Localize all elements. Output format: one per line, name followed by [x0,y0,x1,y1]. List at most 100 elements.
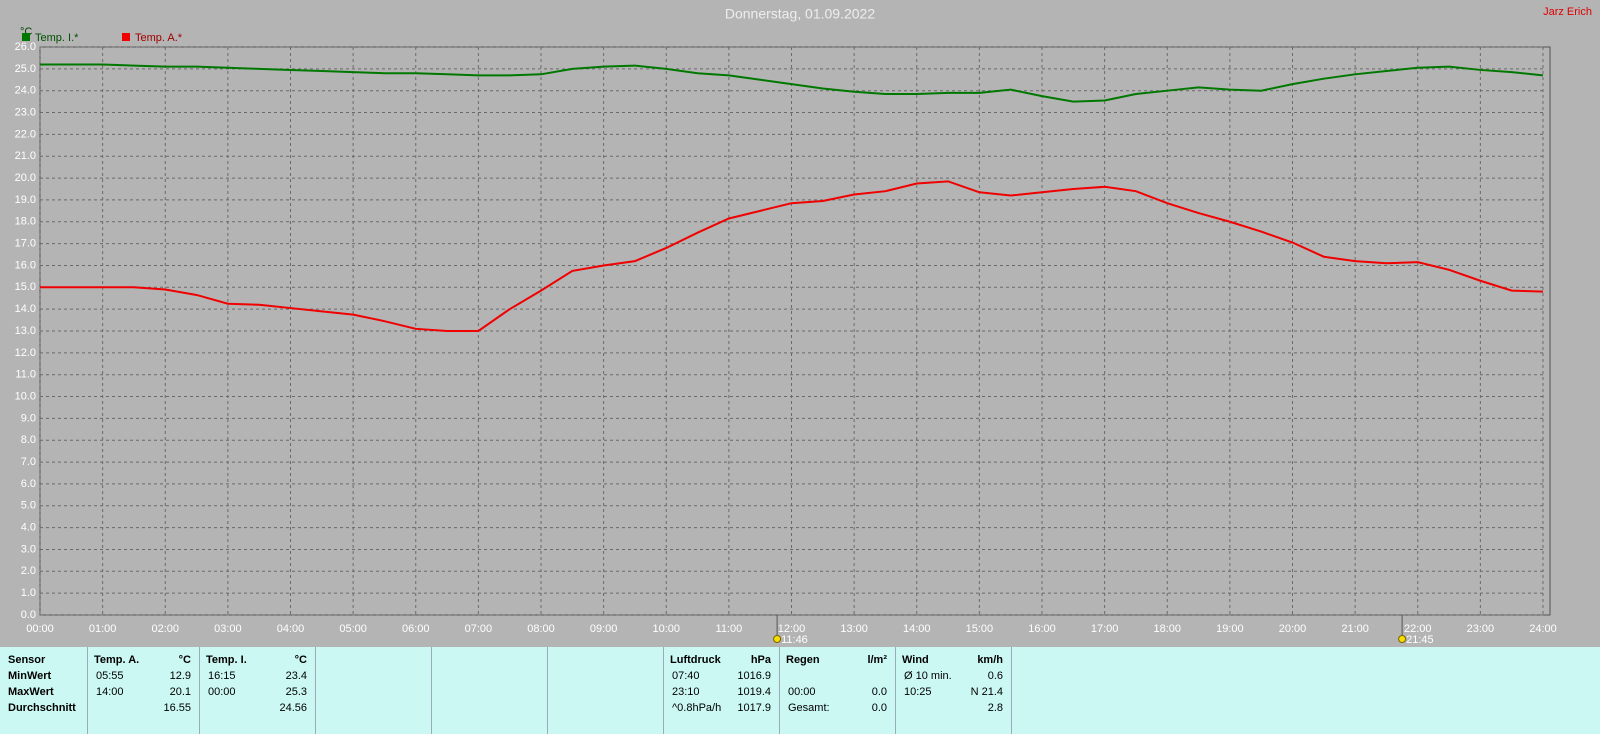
row-time: ^0.8hPa/h [672,702,722,714]
column-header: Regen [786,654,820,666]
x-tick-label: 06:00 [402,623,430,635]
x-tick-label: 18:00 [1153,623,1181,635]
series-line [40,180,1544,332]
y-tick-label: 22.0 [15,128,36,140]
chart-title: Donnerstag, 01.09.2022 [725,6,875,22]
row-value: 1019.4 [737,686,771,698]
y-tick-label: 23.0 [15,106,36,118]
x-tick-label: 07:00 [465,623,493,635]
sun-time: 11:46 [781,634,808,646]
table-column: Regen l/m² 00:00 0.0 Gesamt: 0.0 [780,647,896,734]
x-tick-label: 21:00 [1341,623,1369,635]
y-tick-label: 1.0 [21,587,36,599]
row-time: 14:00 [96,686,124,698]
row-value: 25.3 [285,686,307,698]
sun-icon [1398,635,1407,643]
y-tick-label: 15.0 [15,281,36,293]
column-unit: l/m² [867,654,887,666]
stats-table: Sensor MinWert MaxWert Durchschnitt Temp. A.… [0,647,1600,734]
row-time: 07:40 [672,670,700,682]
x-tick-label: 11:00 [716,623,743,635]
y-tick-label: 19.0 [15,194,36,206]
x-tick-label: 10:00 [652,623,680,635]
y-tick-label: 20.0 [15,172,36,184]
x-tick-label: 15:00 [966,623,994,635]
y-tick-label: 4.0 [21,522,36,534]
x-tick-label: 02:00 [151,623,179,635]
legend-swatch [22,33,30,41]
x-tick-label: 08:00 [527,623,555,635]
x-tick-label: 16:00 [1028,623,1056,635]
x-tick-label: 04:00 [277,623,305,635]
plot-frame [39,46,1551,616]
row-value: 0.0 [871,702,887,714]
y-tick-label: 11.0 [15,369,36,381]
table-column [432,647,548,734]
column-header: Temp. A. [94,654,140,666]
x-tick-label: 00:00 [26,623,54,635]
table-column: Temp. A. °C 05:55 12.9 14:00 20.1 16.55 [88,647,200,734]
y-tick-label: 21.0 [15,150,36,162]
legend-label: Temp. A.* [135,32,183,44]
table-column [316,647,432,734]
row-value: N 21.4 [970,686,1003,698]
row-label: Durchschnitt [8,702,76,714]
y-tick-label: 2.0 [21,565,36,577]
row-label: Sensor [8,654,46,666]
y-tick-label: 17.0 [15,238,36,250]
legend-swatch [122,33,130,41]
row-label: MinWert [8,670,52,682]
x-tick-label: 24:00 [1529,623,1557,635]
series-line [40,63,1544,103]
y-tick-label: 0.0 [21,609,36,621]
y-tick-label: 6.0 [21,478,36,490]
row-time: 00:00 [788,686,816,698]
column-unit: km/h [977,654,1003,666]
row-time: 10:25 [904,686,932,698]
row-label: MaxWert [8,686,54,698]
column-header: Temp. I. [206,654,247,666]
x-tick-label: 17:00 [1091,623,1119,635]
column-header: Luftdruck [670,654,721,666]
row-value: 1016.9 [737,670,771,682]
column-header: Wind [902,654,929,666]
x-tick-label: 13:00 [840,623,868,635]
y-tick-label: 18.0 [15,216,36,228]
x-tick-label: 03:00 [214,623,242,635]
table-column: Wind km/h Ø 10 min. 0.6 10:25 N 21.4 2.8 [896,647,1012,734]
sun-icon [773,635,782,643]
y-tick-label: 7.0 [21,456,36,468]
x-tick-label: 22:00 [1404,623,1432,635]
y-tick-label: 5.0 [21,500,36,512]
sun-time: 21:45 [1406,634,1434,646]
x-tick-label: 23:00 [1467,623,1495,635]
y-tick-label: 13.0 [15,325,36,337]
row-time: 00:00 [208,686,236,698]
y-tick-label: 24.0 [15,85,36,97]
row-value: 20.1 [169,686,191,698]
y-tick-label: 25.0 [15,63,36,75]
row-value: 16.55 [163,702,191,714]
row-value: 0.6 [987,670,1003,682]
y-tick-label: 9.0 [21,412,36,424]
x-tick-label: 20:00 [1279,623,1307,635]
column-unit: hPa [750,654,771,666]
table-column: Luftdruck hPa 07:40 1016.9 23:10 1019.4 ^0.8hP… [664,647,780,734]
y-tick-label: 16.0 [15,259,36,271]
row-value: 23.4 [285,670,307,682]
table-column [548,647,664,734]
y-tick-label: 8.0 [21,434,36,446]
column-unit: °C [178,654,191,666]
x-tick-label: 12:00 [778,623,806,635]
column-unit: °C [294,654,307,666]
user-name: Jarz Erich [1543,6,1592,18]
x-tick-label: 05:00 [339,623,367,635]
y-tick-label: 12.0 [15,347,36,359]
y-tick-label: 26.0 [15,41,36,53]
x-tick-label: 01:00 [89,623,117,635]
x-tick-label: 19:00 [1216,623,1244,635]
table-column: Sensor MinWert MaxWert Durchschnitt [0,647,88,734]
row-value: 12.9 [169,670,191,682]
row-value: 1017.9 [737,702,771,714]
